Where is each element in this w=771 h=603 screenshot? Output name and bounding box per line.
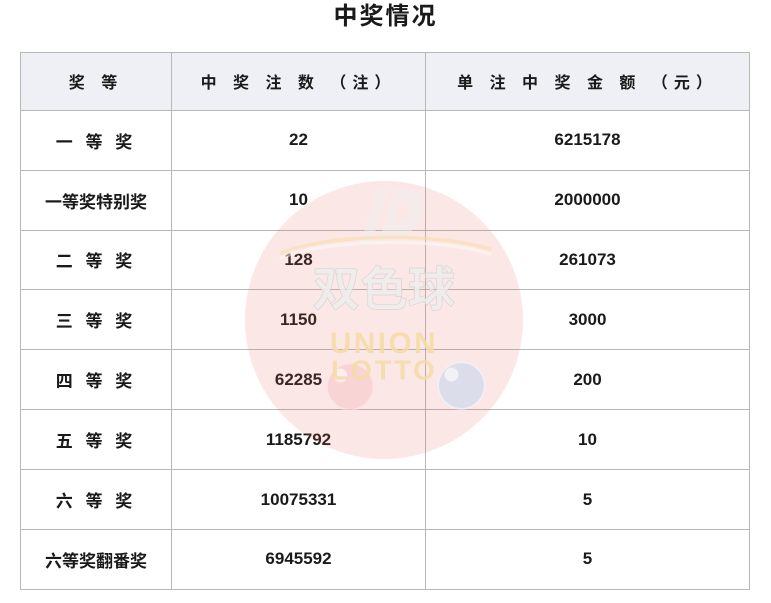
svg-text:LOTTO: LOTTO bbox=[331, 355, 437, 386]
svg-text:双色球: 双色球 bbox=[313, 264, 456, 317]
